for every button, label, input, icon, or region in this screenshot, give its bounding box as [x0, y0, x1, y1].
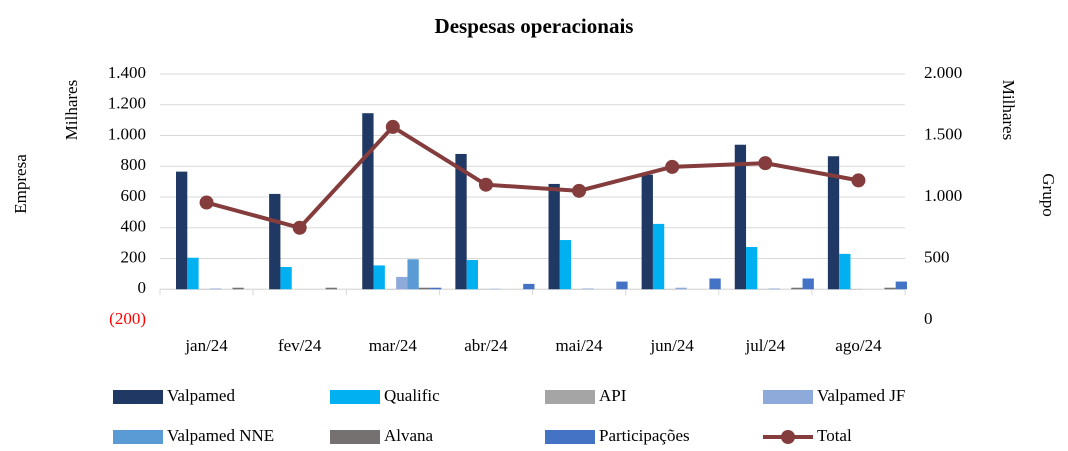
legend-swatch: [113, 390, 163, 404]
legend-label: API: [599, 386, 627, 405]
y2-axis-unit: Milhares: [999, 80, 1018, 140]
x-tick-label: mar/24: [369, 336, 418, 355]
legend-label: Valpamed: [167, 386, 235, 405]
y2-tick-label: 1.000: [924, 186, 962, 205]
x-tick-label: fev/24: [278, 336, 322, 355]
line-point: [478, 177, 493, 192]
y-tick-label: 0: [138, 278, 147, 297]
bar: [652, 223, 665, 290]
x-tick-label: mai/24: [555, 336, 603, 355]
bar: [616, 281, 628, 290]
x-tick-label: abr/24: [464, 336, 508, 355]
bar: [269, 193, 281, 290]
bar: [455, 153, 467, 290]
bar: [641, 174, 653, 290]
chart-title: Despesas operacionais: [435, 14, 634, 38]
x-tick-label: jan/24: [184, 336, 228, 355]
bar: [325, 287, 337, 290]
legend-label: Total: [817, 426, 852, 445]
bar: [418, 287, 431, 290]
line: [206, 124, 859, 230]
y-tick-label: 200: [121, 247, 147, 266]
bar: [582, 288, 594, 290]
bar: [396, 276, 408, 290]
bar: [827, 156, 840, 290]
bar: [209, 288, 222, 290]
bar: [839, 253, 851, 290]
y2-tick-label: 1.500: [924, 124, 962, 143]
bar: [734, 144, 747, 290]
line-point: [292, 220, 307, 235]
bar: [362, 113, 374, 290]
line-point: [572, 183, 587, 198]
bar: [407, 259, 419, 290]
legend-swatch: [545, 430, 595, 444]
bar: [548, 183, 560, 290]
y-tick-label: 400: [121, 217, 147, 236]
bar: [187, 257, 199, 290]
x-tick-label: jun/24: [649, 336, 694, 355]
y2-tick-label: 500: [924, 247, 950, 266]
line-point: [199, 195, 214, 210]
legend-swatch: [763, 390, 813, 404]
x-tick-label: ago/24: [835, 336, 882, 355]
x-tick-label: jul/24: [744, 336, 785, 355]
y2-tick-label: 0: [924, 309, 933, 328]
legend-label: Qualific: [384, 386, 440, 405]
bar: [466, 260, 478, 290]
legend-label: Alvana: [384, 426, 434, 445]
bar: [280, 266, 292, 290]
bar: [232, 287, 244, 290]
y-tick-label: 1.200: [108, 94, 146, 113]
bar: [746, 246, 758, 290]
line-point: [665, 159, 680, 174]
y2-axis-label: Grupo: [1039, 173, 1058, 216]
y-tick-label: 800: [121, 155, 147, 174]
line-point: [385, 119, 400, 134]
legend-label: Valpamed JF: [817, 386, 905, 405]
y-tick-label: 1.400: [108, 63, 146, 82]
bar: [523, 283, 535, 290]
bar: [373, 265, 385, 290]
legend-swatch: [113, 430, 163, 444]
y2-tick-label: 2.000: [924, 63, 962, 82]
legend-swatch: [330, 390, 380, 404]
legend-swatch: [330, 430, 380, 444]
legend-swatch: [781, 430, 795, 444]
line-point: [851, 173, 866, 188]
bar: [884, 287, 896, 290]
bar: [709, 278, 721, 290]
bar: [176, 171, 188, 290]
y-tick-label: 600: [121, 186, 147, 205]
bar: [895, 281, 907, 290]
y-axis-unit: Milhares: [62, 80, 81, 140]
y-tick-label: 1.000: [108, 124, 146, 143]
legend-swatch: [545, 390, 595, 404]
bar: [675, 287, 687, 290]
legend-label: Valpamed NNE: [167, 426, 274, 445]
bar: [791, 287, 803, 290]
y-axis-label: Empresa: [11, 154, 30, 214]
line-point: [758, 156, 773, 171]
bar: [802, 278, 814, 290]
bar: [768, 288, 780, 290]
y-tick-label: (200): [109, 309, 146, 328]
legend-label: Participações: [599, 426, 690, 445]
bar: [559, 240, 572, 290]
bar: [430, 287, 442, 290]
